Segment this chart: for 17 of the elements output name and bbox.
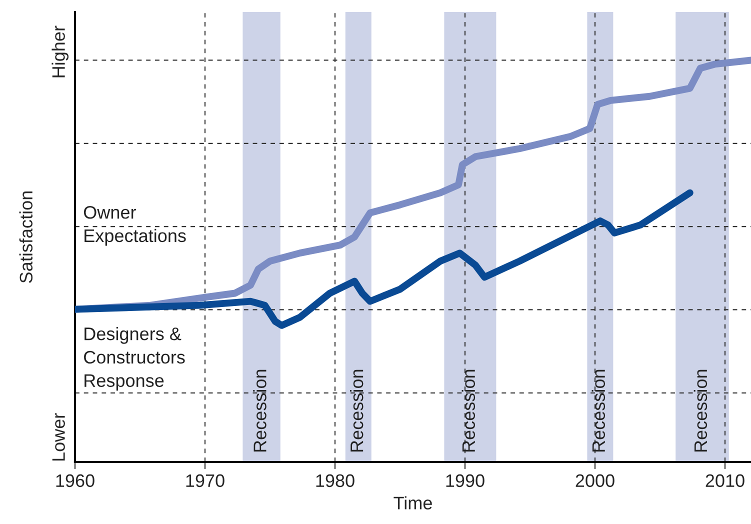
x-tick-label: 1970 — [186, 474, 224, 488]
band-label: Recession — [350, 370, 364, 452]
text: Lower — [52, 413, 65, 461]
x-tick-label: 1960 — [56, 474, 94, 488]
x-tick-label: 1980 — [316, 474, 354, 488]
x-tick-label: 2010 — [706, 474, 744, 488]
band-label: Recession — [462, 370, 476, 452]
text: Owner Expectations — [84, 206, 186, 246]
series-label: Designers & Constructors Response — [84, 327, 185, 391]
x-axis-title: Time — [394, 496, 432, 510]
y-axis-title: Satisfaction — [19, 192, 33, 283]
band-label: Recession — [694, 370, 708, 452]
x-tick-label: 2000 — [576, 474, 614, 488]
x-tick-label: 1990 — [446, 474, 484, 488]
band-label: Recession — [592, 370, 606, 452]
text: Higher — [52, 26, 69, 78]
band-label: Recession — [253, 370, 266, 452]
